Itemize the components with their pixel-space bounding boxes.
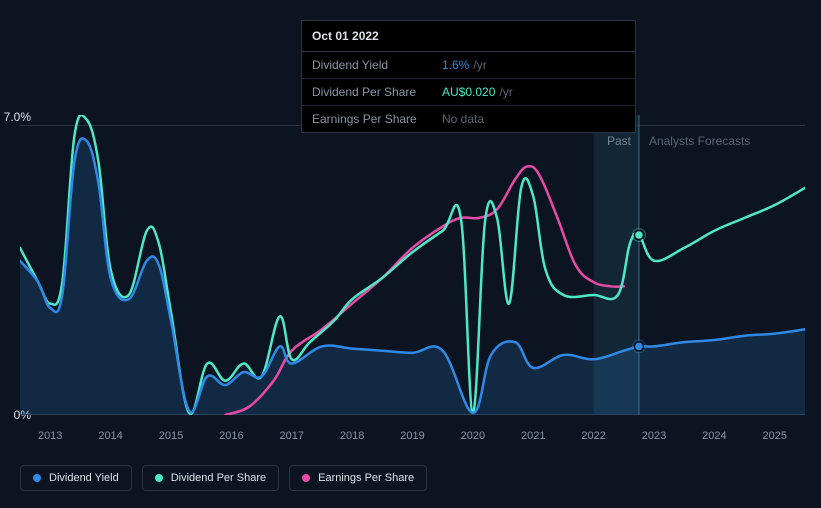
legend-label: Earnings Per Share [318,472,414,484]
tooltip-row: Dividend Yield1.6% /yr [302,52,635,79]
x-tick-label: 2014 [98,430,122,442]
x-tick-label: 2015 [159,430,183,442]
tooltip-metric-label: Earnings Per Share [312,112,442,126]
x-tick-label: 2021 [521,430,545,442]
x-tick-label: 2019 [400,430,424,442]
x-tick-label: 2013 [38,430,62,442]
x-tick-label: 2016 [219,430,243,442]
x-tick-label: 2018 [340,430,364,442]
legend-label: Dividend Per Share [171,472,266,484]
x-tick-label: 2023 [642,430,666,442]
tooltip-metric-label: Dividend Per Share [312,85,442,99]
tooltip-metric-label: Dividend Yield [312,58,442,72]
x-tick-label: 2017 [279,430,303,442]
tooltip-unit: /yr [499,85,512,99]
legend-label: Dividend Yield [49,472,119,484]
legend-item[interactable]: Earnings Per Share [289,465,427,491]
legend-dot-icon [33,474,41,482]
tooltip-unit: /yr [473,58,486,72]
tooltip-row: Dividend Per ShareAU$0.020/yr [302,79,635,106]
tooltip-metric-value: 1.6% [442,58,469,72]
x-tick-label: 2024 [702,430,726,442]
legend-item[interactable]: Dividend Yield [20,465,132,491]
legend-dot-icon [155,474,163,482]
tooltip-metric-value: AU$0.020 [442,85,495,99]
line-chart[interactable] [20,115,805,415]
tooltip-metric-value: No data [442,112,484,126]
legend-item[interactable]: Dividend Per Share [142,465,279,491]
x-axis: 2013 2014 2015 2016 2017 2018 2019 2020 2021 2022… [20,430,805,446]
x-tick-label: 2020 [461,430,485,442]
legend-dot-icon [302,474,310,482]
x-tick-label: 2022 [581,430,605,442]
tooltip-row: Earnings Per ShareNo data [302,106,635,132]
tooltip-date: Oct 01 2022 [302,21,635,52]
x-tick-label: 2025 [763,430,787,442]
chart-tooltip: Oct 01 2022 Dividend Yield1.6%/yrDividen… [301,20,636,133]
chart-legend: Dividend Yield Dividend Per Share Earnings… [20,465,427,491]
